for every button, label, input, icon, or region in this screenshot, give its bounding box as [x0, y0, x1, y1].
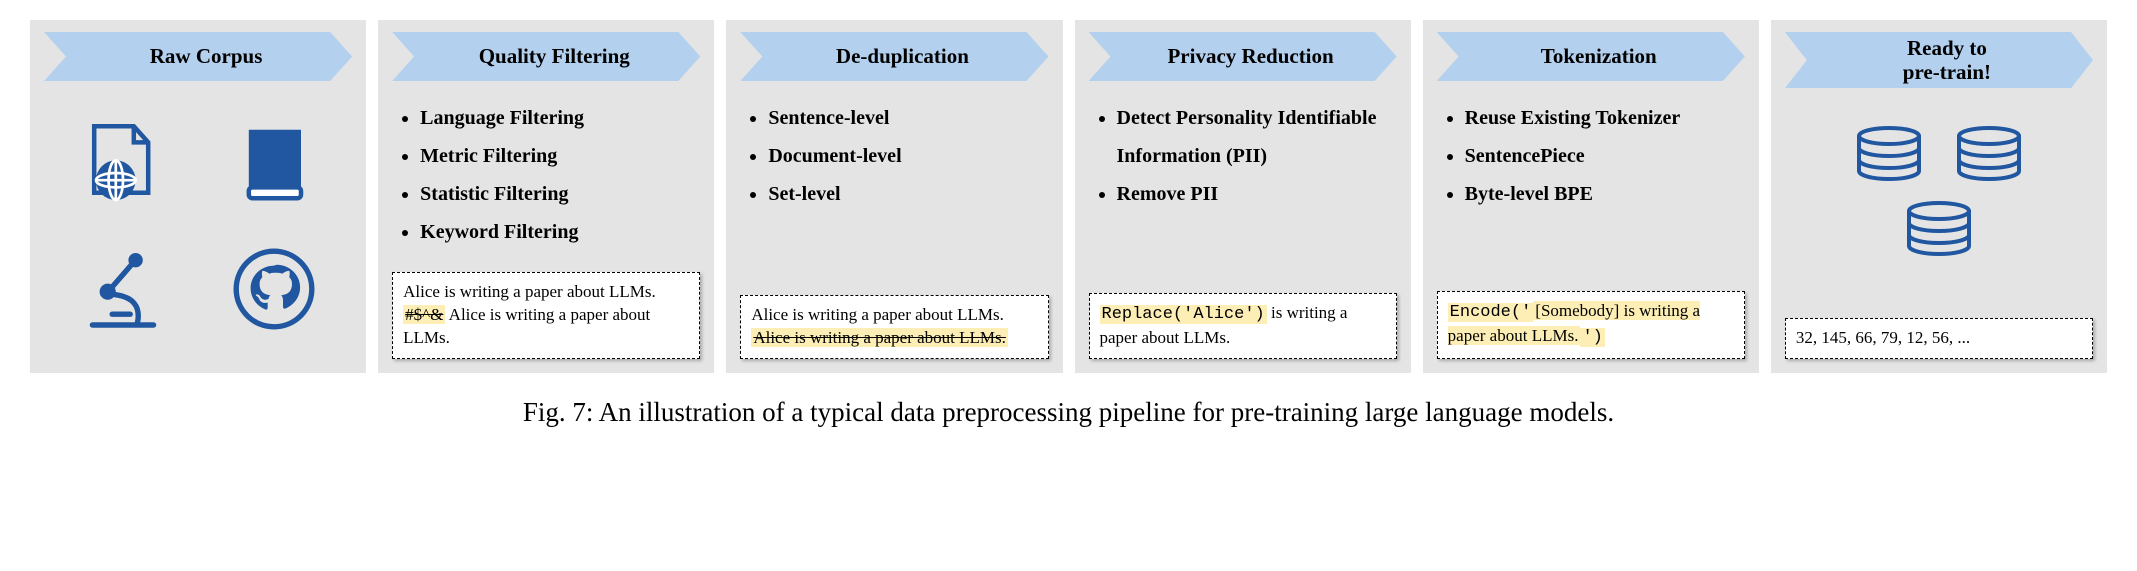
- bullet-item: Reuse Existing Tokenizer: [1465, 99, 1745, 137]
- bullet-item: Byte-level BPE: [1465, 175, 1745, 213]
- database-icon: [1949, 126, 2029, 181]
- bullet-item: Sentence-level: [768, 99, 1048, 137]
- example-text: Alice is writing a paper about LLMs.: [403, 282, 656, 301]
- bullet-list: Language Filtering Metric Filtering Stat…: [392, 99, 700, 260]
- bullet-list: Reuse Existing Tokenizer SentencePiece B…: [1437, 99, 1745, 279]
- bullet-item: Language Filtering: [420, 99, 700, 137]
- example-tokens: 32, 145, 66, 79, 12, 56, ...: [1796, 328, 1970, 347]
- book-icon: [229, 119, 319, 214]
- stage-deduplication: De-duplication Sentence-level Document-l…: [726, 20, 1062, 373]
- stage-title: Privacy Reduction: [1089, 32, 1397, 81]
- example-box: Alice is writing a paper about LLMs. Ali…: [740, 295, 1048, 359]
- stage-title: Tokenization: [1437, 32, 1745, 81]
- example-box: 32, 145, 66, 79, 12, 56, ...: [1785, 318, 2093, 359]
- example-code-close: '): [1580, 328, 1604, 347]
- example-text: Alice is writing a paper about LLMs.: [751, 305, 1004, 324]
- example-code: Replace('Alice'): [1100, 305, 1267, 324]
- stage-raw-corpus: Raw Corpus: [30, 20, 366, 373]
- bullet-item: Keyword Filtering: [420, 213, 700, 251]
- bullet-list: Detect Personality Identifiable Informat…: [1089, 99, 1397, 281]
- bullet-item: Set-level: [768, 175, 1048, 213]
- bullet-item: SentencePiece: [1465, 137, 1745, 175]
- database-icon: [1849, 126, 1929, 181]
- document-globe-icon: [78, 119, 168, 214]
- bullet-list: Sentence-level Document-level Set-level: [740, 99, 1048, 283]
- github-icon: [229, 244, 319, 339]
- database-icon: [1899, 201, 1979, 256]
- database-icons: [1785, 106, 2093, 276]
- raw-corpus-icons: [44, 99, 352, 359]
- bullet-item: Document-level: [768, 137, 1048, 175]
- stage-privacy-reduction: Privacy Reduction Detect Personality Ide…: [1075, 20, 1411, 373]
- bullet-item: Metric Filtering: [420, 137, 700, 175]
- stage-ready: Ready topre-train! 32, 145, 66, 79, 12, …: [1771, 20, 2107, 373]
- stage-title: Quality Filtering: [392, 32, 700, 81]
- stage-tokenization: Tokenization Reuse Existing Tokenizer Se…: [1423, 20, 1759, 373]
- example-removed: Alice is writing a paper about LLMs.: [751, 328, 1008, 347]
- example-box: Encode('[Somebody] is writing a paper ab…: [1437, 291, 1745, 359]
- stage-title: De-duplication: [740, 32, 1048, 81]
- example-box: Alice is writing a paper about LLMs. #$^…: [392, 272, 700, 359]
- figure-caption: Fig. 7: An illustration of a typical dat…: [30, 397, 2107, 428]
- example-box: Replace('Alice') is writing a paper abou…: [1089, 293, 1397, 359]
- pipeline-row: Raw Corpus: [30, 20, 2107, 373]
- stage-title: Ready topre-train!: [1785, 32, 2093, 88]
- example-code: Encode(': [1448, 303, 1534, 322]
- stage-title: Raw Corpus: [44, 32, 352, 81]
- bullet-item: Remove PII: [1117, 175, 1397, 213]
- bullet-item: Detect Personality Identifiable Informat…: [1117, 99, 1397, 175]
- microscope-icon: [78, 244, 168, 339]
- example-removed: #$^&: [403, 305, 445, 324]
- stage-quality-filtering: Quality Filtering Language Filtering Met…: [378, 20, 714, 373]
- bullet-item: Statistic Filtering: [420, 175, 700, 213]
